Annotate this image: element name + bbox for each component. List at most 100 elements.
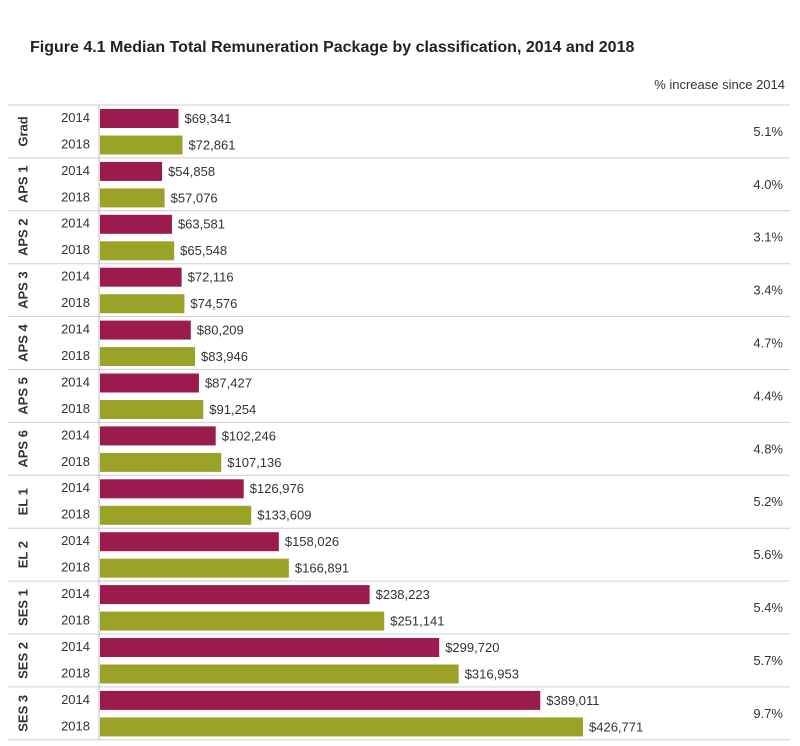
year-label-2018: 2018 (61, 348, 90, 363)
value-label-aps-5-2014: $87,427 (205, 375, 252, 390)
value-label-aps-1-2018: $57,076 (171, 190, 218, 205)
value-label-aps-2-2018: $65,548 (180, 243, 227, 258)
increase-label-aps-3: 3.4% (753, 283, 783, 298)
bar-grad-2018 (100, 135, 183, 155)
value-label-ses-1-2018: $251,141 (390, 614, 444, 629)
value-label-el-2-2018: $166,891 (295, 561, 349, 576)
year-label-2018: 2018 (61, 295, 90, 310)
year-label-2018: 2018 (61, 401, 90, 416)
year-label-2014: 2014 (61, 586, 90, 601)
year-label-2014: 2014 (61, 639, 90, 654)
bar-aps-2-2014 (100, 214, 172, 234)
year-label-2014: 2014 (61, 322, 90, 337)
bar-ses-1-2014 (100, 585, 370, 605)
value-label-ses-3-2018: $426,771 (589, 719, 643, 734)
value-label-aps-6-2018: $107,136 (227, 455, 281, 470)
bar-aps-4-2018 (100, 347, 196, 367)
year-label-2018: 2018 (61, 507, 90, 522)
bar-aps-2-2018 (100, 241, 175, 261)
classification-label-grad: Grad (15, 116, 30, 146)
value-label-aps-6-2014: $102,246 (222, 428, 276, 443)
bar-ses-1-2018 (100, 611, 385, 631)
year-label-2014: 2014 (61, 269, 90, 284)
value-label-aps-3-2014: $72,116 (188, 270, 234, 285)
year-label-2018: 2018 (61, 454, 90, 469)
bar-aps-6-2018 (100, 452, 222, 472)
increase-label-el-1: 5.2% (753, 494, 783, 509)
increase-label-ses-2: 5.7% (753, 653, 783, 668)
value-label-ses-3-2014: $389,011 (546, 693, 599, 708)
bar-el-1-2014 (100, 479, 244, 499)
bar-ses-3-2018 (100, 717, 583, 737)
classification-label-aps-2: APS 2 (15, 218, 30, 256)
bar-ses-2-2018 (100, 664, 459, 684)
year-label-2014: 2014 (61, 427, 90, 442)
bar-aps-5-2014 (100, 373, 199, 393)
increase-label-aps-6: 4.8% (753, 441, 783, 456)
year-label-2018: 2018 (61, 560, 90, 575)
increase-label-aps-4: 4.7% (753, 335, 783, 350)
bar-aps-1-2014 (100, 161, 163, 181)
increase-label-aps-2: 3.1% (753, 230, 783, 245)
bar-el-2-2018 (100, 558, 289, 578)
year-label-2018: 2018 (61, 665, 90, 680)
year-label-2014: 2014 (61, 110, 90, 125)
bar-aps-3-2014 (100, 267, 182, 287)
year-label-2018: 2018 (61, 242, 90, 257)
classification-label-aps-1: APS 1 (15, 166, 30, 204)
value-label-ses-2-2014: $299,720 (445, 640, 499, 655)
classification-label-ses-3: SES 3 (15, 695, 30, 732)
value-label-aps-1-2014: $54,858 (168, 164, 215, 179)
chart-title: Figure 4.1 Median Total Remuneration Pac… (30, 39, 634, 56)
bar-ses-2-2014 (100, 638, 440, 657)
value-label-aps-2-2014: $63,581 (178, 217, 225, 232)
bar-grad-2014 (100, 109, 179, 128)
increase-label-ses-3: 9.7% (753, 706, 783, 721)
value-label-el-2-2014: $158,026 (285, 534, 339, 549)
bar-aps-5-2018 (100, 400, 204, 419)
classification-label-ses-2: SES 2 (15, 642, 30, 679)
year-label-2018: 2018 (61, 189, 90, 204)
year-label-2014: 2014 (61, 692, 90, 707)
value-label-el-1-2014: $126,976 (250, 481, 304, 496)
value-label-aps-4-2018: $83,946 (201, 349, 248, 364)
classification-label-aps-4: APS 4 (15, 323, 30, 361)
year-label-2014: 2014 (61, 533, 90, 548)
value-label-aps-3-2018: $74,576 (190, 296, 237, 311)
bar-aps-6-2014 (100, 426, 216, 446)
classification-label-ses-1: SES 1 (15, 589, 30, 626)
value-label-grad-2018: $72,861 (188, 137, 235, 152)
increase-column-header: % increase since 2014 (654, 77, 785, 92)
bar-el-1-2018 (100, 505, 252, 525)
year-label-2014: 2014 (61, 374, 90, 389)
bar-aps-4-2014 (100, 320, 191, 340)
increase-label-grad: 5.1% (753, 124, 783, 139)
classification-label-aps-5: APS 5 (15, 377, 30, 415)
classification-label-el-1: EL 1 (15, 488, 30, 515)
increase-label-aps-1: 4.0% (753, 177, 783, 192)
year-label-2018: 2018 (61, 718, 90, 733)
bar-ses-3-2014 (100, 690, 541, 710)
classification-label-el-2: EL 2 (15, 541, 30, 568)
bar-el-2-2014 (100, 532, 279, 552)
increase-label-el-2: 5.6% (753, 547, 783, 562)
year-label-2018: 2018 (61, 613, 90, 628)
value-label-aps-4-2014: $80,209 (197, 323, 244, 338)
value-label-ses-1-2014: $238,223 (376, 587, 430, 602)
year-label-2014: 2014 (61, 163, 90, 178)
increase-label-aps-5: 4.4% (753, 388, 783, 403)
increase-label-ses-1: 5.4% (753, 600, 783, 615)
classification-label-aps-3: APS 3 (15, 271, 30, 309)
year-label-2014: 2014 (61, 480, 90, 495)
bar-aps-3-2018 (100, 294, 185, 314)
classification-label-aps-6: APS 6 (15, 430, 30, 468)
value-label-aps-5-2018: $91,254 (209, 402, 256, 417)
value-label-ses-2-2018: $316,953 (465, 666, 519, 681)
year-label-2018: 2018 (61, 136, 90, 151)
value-label-el-1-2018: $133,609 (257, 508, 311, 523)
value-label-grad-2014: $69,341 (184, 111, 231, 126)
chart-groups: Grad 2014 $69,341 2018 $72,861 5.1% APS 1 2014 $… (8, 104, 790, 741)
year-label-2014: 2014 (61, 216, 90, 231)
